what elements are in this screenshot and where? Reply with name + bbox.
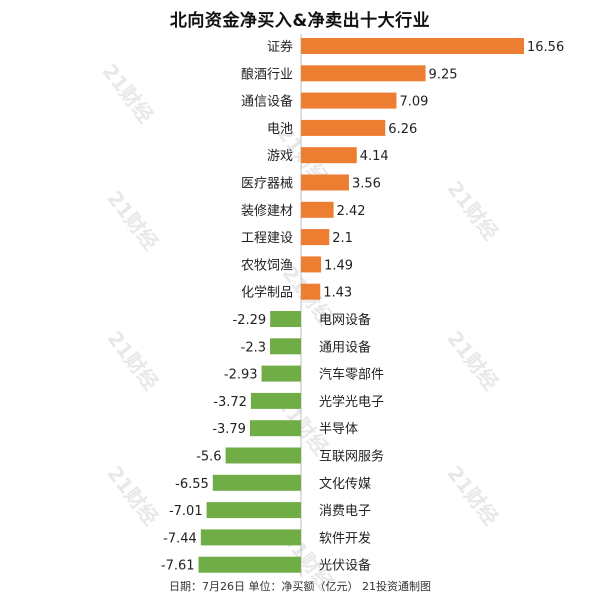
- category-label: 通用设备: [319, 339, 371, 355]
- value-label: 16.56: [527, 40, 564, 55]
- category-label: 通信设备: [241, 94, 293, 110]
- category-label: 文化传媒: [319, 477, 371, 492]
- value-label: 2.1: [332, 231, 353, 246]
- value-label: 3.56: [352, 177, 381, 192]
- category-label: 软件开发: [319, 530, 371, 546]
- bar: [225, 447, 301, 464]
- bar: [301, 229, 330, 246]
- value-label: -3.72: [213, 395, 247, 410]
- value-label: -2.93: [224, 368, 258, 383]
- value-label: 9.25: [429, 67, 458, 82]
- value-label: -2.29: [233, 313, 267, 328]
- bar: [301, 174, 349, 191]
- value-label: -5.6: [196, 450, 221, 465]
- bar: [212, 474, 301, 491]
- bar: [301, 92, 397, 109]
- bar: [270, 338, 301, 355]
- bar: [301, 283, 321, 300]
- chart-title: 北向资金净买入&净卖出十大行业: [169, 11, 431, 31]
- bar: [198, 556, 301, 573]
- bar: [301, 256, 322, 273]
- category-label: 汽车零部件: [319, 367, 384, 383]
- category-label: 化学制品: [241, 285, 293, 301]
- value-label: -2.3: [241, 340, 266, 355]
- category-label: 酿酒行业: [241, 66, 293, 82]
- category-label: 互联网服务: [319, 449, 384, 465]
- category-label: 农牧饲渔: [241, 258, 293, 273]
- bar: [261, 365, 301, 382]
- chart-footer: 日期：7月26日 单位：净买额（亿元） 21投资通制图: [169, 580, 431, 593]
- value-label: -3.79: [212, 422, 246, 437]
- value-label: 6.26: [388, 122, 417, 137]
- category-label: 游戏: [267, 149, 293, 164]
- category-label: 电池: [267, 122, 293, 137]
- category-label: 装修建材: [241, 204, 293, 219]
- value-label: 1.49: [324, 258, 353, 273]
- value-label: 2.42: [337, 204, 366, 219]
- value-label: 1.43: [323, 286, 352, 301]
- category-label: 光学光电子: [319, 394, 384, 410]
- bar: [301, 201, 334, 218]
- value-label: 4.14: [360, 149, 389, 164]
- bar: [250, 392, 301, 409]
- bar: [206, 502, 301, 519]
- value-label: -7.44: [163, 531, 197, 546]
- bar: [301, 147, 357, 164]
- value-label: -7.61: [161, 559, 195, 574]
- value-label: 7.09: [399, 95, 428, 110]
- category-label: 半导体: [319, 422, 358, 437]
- bar: [200, 529, 301, 546]
- category-label: 消费电子: [319, 504, 371, 519]
- bar: [301, 38, 524, 54]
- bar: [270, 311, 301, 327]
- value-label: -6.55: [175, 477, 209, 492]
- category-label: 电网设备: [319, 312, 371, 328]
- category-label: 工程建设: [241, 231, 293, 246]
- value-label: -7.01: [169, 504, 203, 519]
- category-label: 光伏设备: [319, 558, 371, 574]
- category-label: 证券: [267, 39, 293, 55]
- bar: [301, 119, 386, 136]
- bar: [301, 65, 426, 82]
- bar: [249, 420, 301, 437]
- category-label: 医疗器械: [241, 177, 293, 192]
